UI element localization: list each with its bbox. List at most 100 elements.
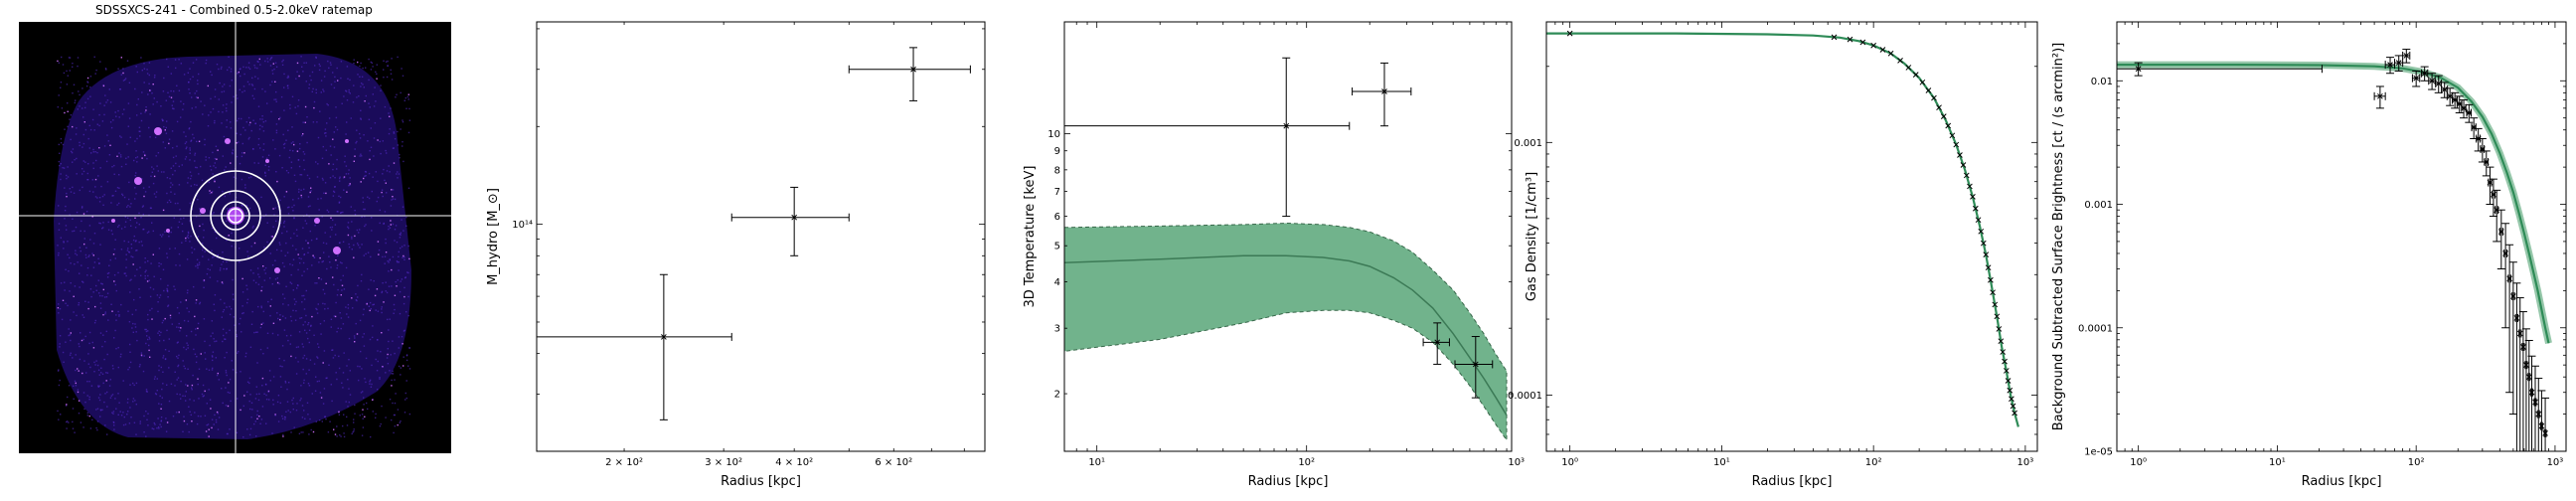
y-tick-label: 4 [1054,277,1060,288]
data-point [2482,150,2491,177]
point-marker [2497,229,2504,235]
x-axis-label: Radius [kpc] [1752,474,1833,489]
ratemap-title: SDSSXCS-241 - Combined 0.5-2.0keV ratema… [95,3,373,17]
point-marker [1434,339,1441,346]
point-marker [2421,70,2428,77]
x-tick-label: 10³ [2017,457,2034,468]
data-point [2420,66,2429,82]
detector-field [54,54,411,439]
point-marker [2502,250,2508,256]
data-point [1967,183,1973,190]
data-point [730,186,850,256]
point-source [274,267,280,273]
point-marker [2506,275,2512,282]
data-point [2003,368,2010,374]
data-point [1978,228,1985,235]
data-point [2402,49,2411,64]
x-tick-label: 6 × 10² [875,457,912,468]
model-confidence-band [1063,222,1508,442]
y-tick-label: 0.001 [1514,138,1542,149]
data-point [1970,194,1976,200]
data-point [2512,282,2521,452]
data-point [2489,178,2497,218]
data-point [1985,264,1992,271]
x-tick-label: 10⁰ [1561,457,1578,468]
data-point [2012,410,2017,417]
data-point [1996,326,2003,332]
x-tick-label: 10² [1865,457,1882,468]
point-marker [2387,62,2393,68]
data-point [1454,336,1494,399]
data-point [2460,99,2469,119]
plot-frame [1545,21,2038,452]
x-axis-label: Radius [kpc] [721,474,801,489]
data-point [1422,322,1450,365]
point-marker [2525,374,2532,381]
point-marker [2475,135,2482,142]
x-tick-label: 10¹ [2269,457,2286,468]
data-point [2007,387,2013,394]
point-marker [1381,88,1387,94]
data-point [2440,82,2449,98]
point-source [166,229,170,233]
point-marker [2435,81,2442,86]
y-tick-label: 0.0001 [2078,323,2113,334]
point-marker [2135,66,2142,73]
point-marker [2510,293,2516,299]
point-source [134,177,142,185]
y-axis-label: Background Subtracted Surface Brightness… [2051,43,2066,430]
y-tick-label: 0.001 [2084,200,2113,211]
x-tick-label: 3 × 10² [705,457,742,468]
data-point [1990,289,1996,296]
data-point [2000,349,2007,355]
data-point [1879,47,1886,53]
point-marker [791,214,798,221]
x-tick-label: 4 × 10² [775,457,813,468]
photon-speckle [57,56,411,438]
data-point [1859,39,1866,46]
data-point [1949,132,1956,139]
data-point [2446,87,2455,106]
point-marker [2532,399,2538,406]
x-tick-label: 10⁰ [2130,457,2147,468]
x-tick-label: 10¹ [1713,457,1730,468]
data-point [1566,30,1573,37]
chart-panel-1: 2 × 10² 3 × 10² 4 × 10² 6 × 10² 10¹⁴ Radius [… [486,21,986,489]
data-point [2496,209,2505,269]
point-marker [2491,191,2496,198]
data-point [1847,36,1853,43]
point-marker [2542,429,2548,436]
point-marker [661,334,667,340]
point-source [333,247,341,254]
data-point [1960,162,1967,168]
data-point [1940,113,1947,119]
point-source [225,138,231,144]
chart-panel-4: 10⁰ 10¹ 10² 10³ 0.01 0.001 0.0001 1e-05 Radius [… [2051,21,2567,489]
data-point [1870,42,1877,49]
data-point [1063,57,1351,218]
data-point [1992,301,1999,308]
point-marker [2516,330,2523,337]
y-tick-label: 8 [1054,165,1060,176]
point-marker [2395,60,2402,66]
data-point [1897,57,1903,64]
y-tick-label: 9 [1054,146,1060,157]
point-marker [2452,96,2458,103]
x-axis-label: Radius [kpc] [1248,474,1329,489]
x-tick-label: 10² [1298,457,1315,468]
point-marker [2513,315,2520,321]
data-point [1980,240,1987,247]
data-point [1936,104,1942,111]
data-point [1975,217,1982,224]
y-axis-label: M_hydro [M_⊙] [486,188,501,285]
data-point [1887,50,1894,57]
point-source [265,159,269,163]
data-point [848,47,971,101]
point-marker [2494,207,2500,214]
data-point [1905,65,1912,71]
y-tick-label: 10 [1047,129,1060,140]
point-marker [2377,92,2383,99]
data-point [2478,137,2487,163]
data-point [1831,34,1838,41]
